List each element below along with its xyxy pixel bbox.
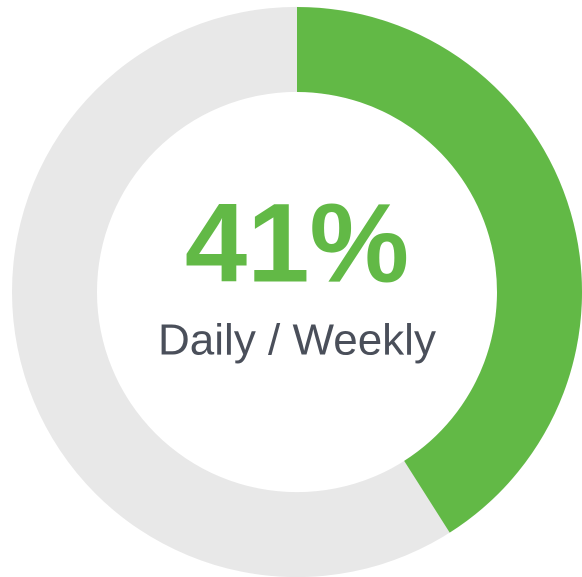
value-label: 41% [185,181,409,306]
arc [297,7,582,533]
category-label: Daily / Weekly [158,316,436,365]
